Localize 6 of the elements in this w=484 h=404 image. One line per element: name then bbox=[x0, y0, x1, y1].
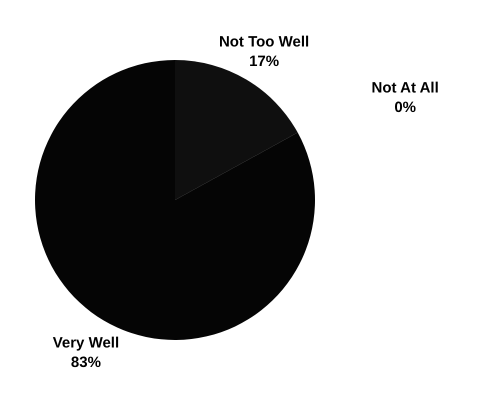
data-label: 17% bbox=[249, 52, 280, 70]
data-label: 83% bbox=[70, 354, 101, 372]
slice-label: Not Too Well bbox=[218, 33, 310, 50]
slice-label: Very Well bbox=[52, 334, 120, 352]
category-label: Not At All bbox=[372, 79, 439, 96]
text: 0% bbox=[394, 98, 416, 116]
